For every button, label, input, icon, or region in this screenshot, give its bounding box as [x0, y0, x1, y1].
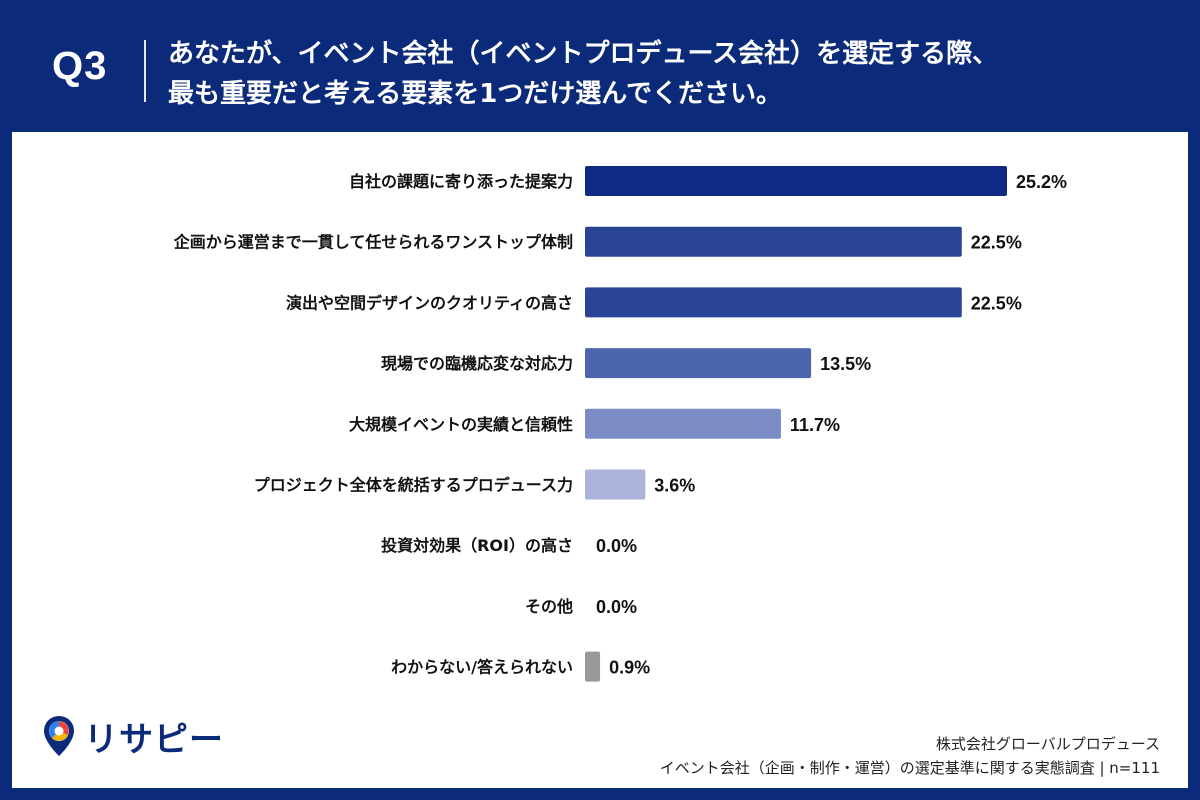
footer-survey: イベント会社（企画・制作・運営）の選定基準に関する実態調査 | n=111 [659, 759, 1160, 777]
value-label: 0.9% [609, 658, 650, 678]
logo-pin-icon [44, 716, 74, 756]
question-number: Q3 [52, 44, 108, 88]
footer-source: 株式会社グローバルプロデュース イベント会社（企画・制作・運営）の選定基準に関す… [660, 732, 1160, 780]
value-label: 0.0% [596, 536, 637, 556]
value-label: 3.6% [654, 476, 695, 496]
value-label: 25.2% [1016, 172, 1067, 192]
header-divider [144, 40, 146, 102]
value-label: 11.7% [790, 415, 840, 435]
category-label: 投資対効果（ROI）の高さ [381, 536, 573, 555]
category-label: その他 [525, 597, 573, 616]
value-label: 0.0% [596, 597, 637, 617]
bar [585, 651, 601, 682]
value-label: 13.5% [820, 354, 871, 374]
question-line-2: 最も重要だと考える要素を1つだけ選んでください。 [168, 79, 783, 109]
question-header: Q3 あなたが、イベント会社（イベントプロデュース会社）を選定する際、 最も重要… [0, 0, 1200, 132]
category-label: 自社の課題に寄り添った提案力 [349, 172, 573, 191]
chart-panel: 自社の課題に寄り添った提案力 25.2% 企画から運営まで一貫して任せられるワンスト… [12, 132, 1188, 788]
category-label: 企画から運営まで一貫して任せられるワンストップ体制 [173, 233, 573, 252]
brand-logo: リサピー [42, 714, 224, 760]
question-line-1: あなたが、イベント会社（イベントプロデュース会社）を選定する際、 [168, 39, 999, 69]
bar [585, 408, 781, 439]
category-label: わからない/答えられない [391, 658, 573, 677]
bar [585, 287, 962, 318]
value-label: 22.5% [971, 233, 1022, 253]
category-label: 演出や空間デザインのクオリティの高さ [286, 293, 573, 312]
value-label: 22.5% [971, 293, 1022, 313]
logo-text: リサピー [84, 719, 224, 760]
bar [585, 348, 812, 379]
bar-chart: 自社の課題に寄り添った提案力 25.2% 企画から運営まで一貫して任せられるワンスト… [173, 166, 1067, 682]
question-text: あなたが、イベント会社（イベントプロデュース会社）を選定する際、 最も重要だと考… [168, 34, 1168, 114]
bar [585, 469, 646, 500]
category-label: 大規模イベントの実績と信頼性 [349, 415, 573, 434]
category-label: 現場での臨機応変な対応力 [381, 354, 573, 373]
bar [585, 166, 1007, 196]
footer-company: 株式会社グローバルプロデュース [935, 735, 1160, 753]
bar [585, 226, 962, 257]
category-label: プロジェクト全体を統括するプロデュース力 [254, 476, 573, 495]
